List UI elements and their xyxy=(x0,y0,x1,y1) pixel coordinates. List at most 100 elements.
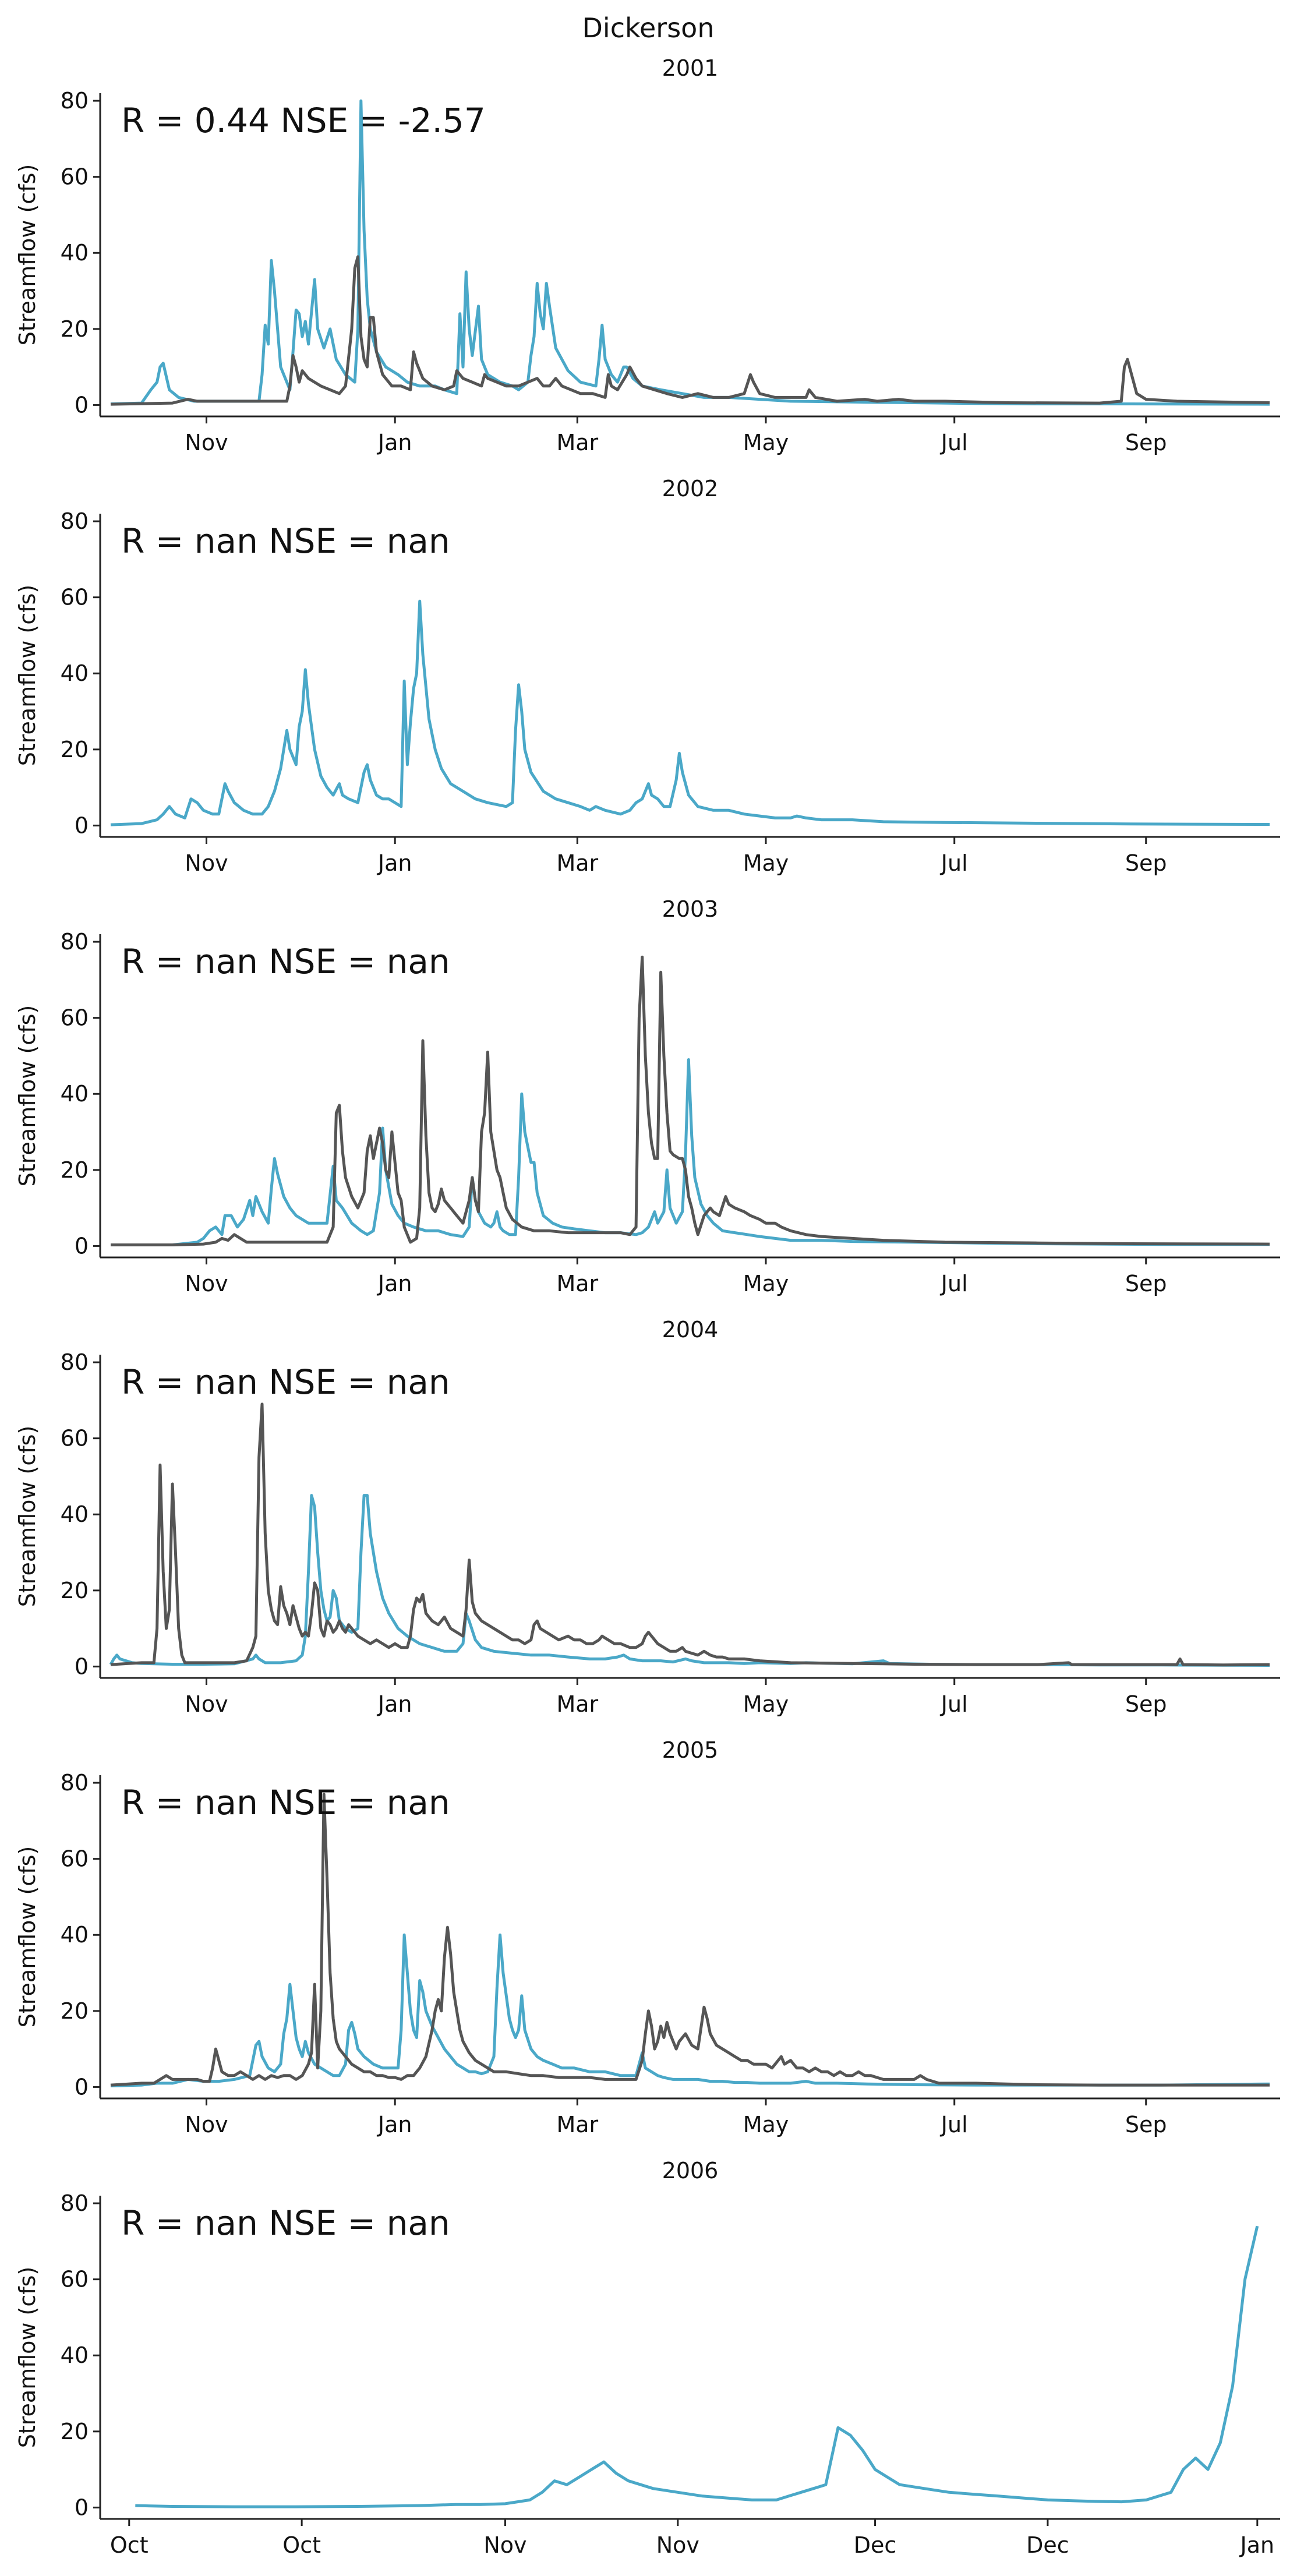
series-line-simulated xyxy=(111,1058,1270,1246)
y-tick-label: 60 xyxy=(61,1005,89,1031)
panel-2002: 2002 0 20 40 60 80 Nov Jan Mar May Jul Sep Streamflo… xyxy=(15,476,1280,876)
metrics-annotation: R = nan NSE = nan xyxy=(121,2203,450,2243)
x-tick-label: Sep xyxy=(1125,2112,1167,2137)
x-tick-label: Sep xyxy=(1125,1691,1167,1717)
metrics-annotation: R = nan NSE = nan xyxy=(121,1783,450,1822)
y-tick-label: 20 xyxy=(61,1157,89,1183)
x-tick-label: Mar xyxy=(556,2112,598,2137)
panel-title: 2005 xyxy=(662,1737,719,1763)
series-line-observed xyxy=(111,955,1270,1246)
y-tick-label: 80 xyxy=(61,2190,89,2216)
metrics-annotation: R = nan NSE = nan xyxy=(121,521,450,561)
panel-2006: 2006 0 20 40 60 80 Oct Oct Nov Nov Dec Dec Jan Stream… xyxy=(15,2158,1280,2558)
series-line-simulated xyxy=(135,2225,1259,2508)
x-tick-label: May xyxy=(743,1271,789,1296)
y-tick-label: 40 xyxy=(61,1081,89,1107)
metrics-annotation: R = nan NSE = nan xyxy=(121,942,450,981)
x-tick-label: Jan xyxy=(377,430,412,455)
x-tick-label: Nov xyxy=(185,850,228,876)
x-tick-label: Dec xyxy=(1026,2532,1069,2558)
y-tick-label: 0 xyxy=(75,2494,89,2520)
y-tick-label: 80 xyxy=(61,1770,89,1796)
series-line-simulated xyxy=(109,1494,1270,1667)
y-tick-label: 60 xyxy=(61,2267,89,2292)
x-tick-label: Jul xyxy=(940,850,968,876)
x-tick-label: May xyxy=(743,850,789,876)
y-axis-label: Streamflow (cfs) xyxy=(15,1426,40,1607)
y-tick-label: 20 xyxy=(61,2419,89,2444)
y-tick-label: 0 xyxy=(75,1233,89,1259)
panel-title: 2001 xyxy=(662,55,719,81)
x-tick-label: Jul xyxy=(940,1691,968,1717)
y-tick-label: 60 xyxy=(61,585,89,610)
y-tick-label: 40 xyxy=(61,1501,89,1527)
x-tick-label: Jul xyxy=(940,430,968,455)
x-tick-label: Oct xyxy=(282,2532,321,2558)
x-tick-label: Sep xyxy=(1125,430,1167,455)
x-tick-label: Jul xyxy=(940,1271,968,1296)
panel-2003: 2003 0 20 40 60 80 Nov Jan Mar May Jul Sep Streamflo… xyxy=(15,896,1280,1296)
series-line-observed xyxy=(110,1793,1270,2087)
series-line-simulated xyxy=(110,599,1270,826)
y-tick-label: 0 xyxy=(75,812,89,838)
y-tick-label: 40 xyxy=(61,1922,89,1948)
x-tick-label: Nov xyxy=(185,2112,228,2137)
series-line-simulated xyxy=(110,99,1270,406)
y-tick-label: 40 xyxy=(61,660,89,686)
x-tick-label: Jan xyxy=(377,1271,412,1296)
x-tick-label: Nov xyxy=(185,1691,228,1717)
y-tick-label: 80 xyxy=(61,1349,89,1375)
y-tick-label: 40 xyxy=(61,2342,89,2368)
x-tick-label: May xyxy=(743,2112,789,2137)
panel-title: 2003 xyxy=(662,896,719,922)
x-tick-label: Jan xyxy=(1239,2532,1275,2558)
panel-title: 2006 xyxy=(662,2158,719,2183)
series-line-simulated xyxy=(110,1933,1270,2087)
y-tick-label: 60 xyxy=(61,1426,89,1451)
x-tick-label: Sep xyxy=(1125,1271,1167,1296)
y-axis-label: Streamflow (cfs) xyxy=(15,1846,40,2028)
y-tick-label: 20 xyxy=(61,316,89,342)
y-tick-label: 0 xyxy=(75,2074,89,2100)
panel-title: 2004 xyxy=(662,1317,719,1342)
y-tick-label: 80 xyxy=(61,88,89,114)
y-axis-label: Streamflow (cfs) xyxy=(15,585,40,766)
y-tick-label: 80 xyxy=(61,929,89,955)
x-tick-label: May xyxy=(743,1691,789,1717)
y-tick-label: 40 xyxy=(61,240,89,266)
x-tick-label: Mar xyxy=(556,430,598,455)
y-tick-label: 20 xyxy=(61,1998,89,2024)
y-tick-label: 0 xyxy=(75,1653,89,1679)
x-tick-label: Mar xyxy=(556,850,598,876)
panel-2005: 2005 0 20 40 60 80 Nov Jan Mar May Jul Sep Streamflo… xyxy=(15,1737,1280,2137)
x-tick-label: Oct xyxy=(110,2532,149,2558)
y-axis-label: Streamflow (cfs) xyxy=(15,2267,40,2448)
figure-title: Dickerson xyxy=(582,12,715,44)
y-tick-label: 0 xyxy=(75,392,89,418)
x-tick-label: Dec xyxy=(854,2532,897,2558)
x-tick-label: Nov xyxy=(185,1271,228,1296)
panel-2004: 2004 0 20 40 60 80 Nov Jan Mar May Jul Sep Streamflo… xyxy=(15,1317,1280,1717)
x-tick-label: Jul xyxy=(940,2112,968,2137)
metrics-annotation: R = 0.44 NSE = -2.57 xyxy=(121,101,486,140)
series-line-observed xyxy=(110,1402,1270,1667)
y-tick-label: 60 xyxy=(61,1846,89,1872)
y-axis-label: Streamflow (cfs) xyxy=(15,1005,40,1187)
y-tick-label: 60 xyxy=(61,164,89,190)
series-line-observed xyxy=(110,255,1270,406)
metrics-annotation: R = nan NSE = nan xyxy=(121,1362,450,1402)
x-tick-label: Jan xyxy=(377,2112,412,2137)
x-tick-label: Mar xyxy=(556,1691,598,1717)
x-tick-label: Mar xyxy=(556,1271,598,1296)
x-tick-label: Sep xyxy=(1125,850,1167,876)
x-tick-label: Nov xyxy=(656,2532,699,2558)
y-tick-label: 20 xyxy=(61,1578,89,1603)
y-tick-label: 20 xyxy=(61,737,89,762)
x-tick-label: Nov xyxy=(483,2532,526,2558)
x-tick-label: Jan xyxy=(377,1691,412,1717)
y-tick-label: 80 xyxy=(61,508,89,534)
panel-2001: 2001 0 20 40 60 80 Nov Jan Mar May Jul Sep Streamflo… xyxy=(15,55,1280,455)
x-tick-label: May xyxy=(743,430,789,455)
y-axis-label: Streamflow (cfs) xyxy=(15,164,40,346)
